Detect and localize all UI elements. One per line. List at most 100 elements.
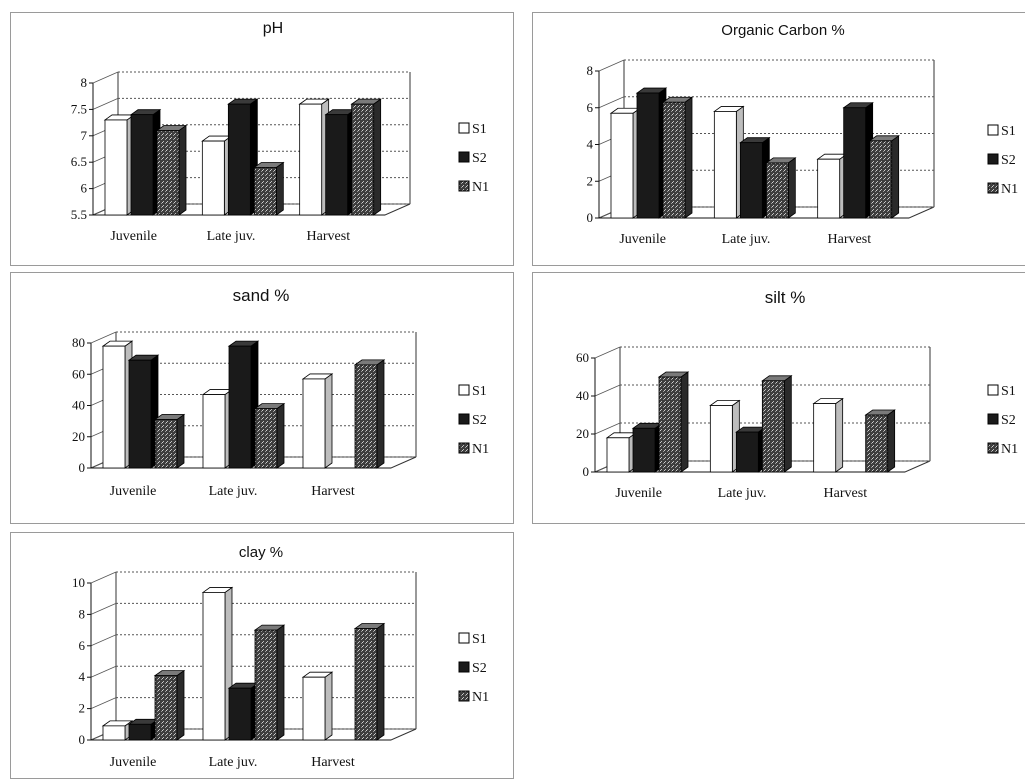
y-tick-label-ph: 7.5 bbox=[71, 101, 87, 116]
x-tick-label-sand-0: Juvenile bbox=[110, 484, 157, 499]
y-tick-label-organic-carbon: 4 bbox=[587, 137, 594, 152]
legend-label-s1: S1 bbox=[472, 384, 487, 399]
bar-organic-carbon-n1-2 bbox=[868, 135, 900, 219]
x-tick-label-organic-carbon-1: Late juv. bbox=[722, 232, 771, 247]
y-tick-label-organic-carbon: 6 bbox=[587, 100, 594, 115]
bar-ph-s2-2 bbox=[324, 108, 356, 216]
legend-swatch-s2 bbox=[458, 413, 470, 425]
bar-organic-carbon-n1-0 bbox=[661, 96, 694, 219]
gridline-side-ph bbox=[92, 71, 119, 84]
bar-sand-n1-2 bbox=[353, 359, 386, 469]
legend-swatch-n1 bbox=[987, 182, 999, 194]
legend-swatch-n1 bbox=[458, 690, 470, 702]
y-tick-label-silt: 40 bbox=[576, 388, 589, 403]
y-tick-label-silt: 60 bbox=[576, 350, 589, 365]
bar-silt-n1-1 bbox=[761, 375, 793, 473]
gridline-side-organic-carbon bbox=[598, 96, 625, 109]
bar-silt-s2-1 bbox=[735, 426, 767, 473]
y-tick-label-organic-carbon: 0 bbox=[587, 210, 594, 225]
x-tick-label-clay-2: Harvest bbox=[311, 755, 355, 770]
bar-sand-s1-2 bbox=[301, 373, 334, 469]
chart-title-ph: pH bbox=[263, 20, 283, 37]
legend-sand: S1 S2 N1 bbox=[458, 384, 489, 457]
bar-ph-s2-0 bbox=[129, 108, 162, 216]
legend-label-s1: S1 bbox=[1001, 124, 1016, 139]
gridline-side-silt bbox=[594, 384, 621, 397]
legend-clay: S1 S2 N1 bbox=[458, 632, 489, 705]
legend-label-s2: S2 bbox=[1001, 413, 1016, 428]
bar-sand-n1-1 bbox=[253, 402, 286, 469]
legend-label-n1: N1 bbox=[472, 690, 489, 705]
bar-organic-carbon-s1-2 bbox=[816, 153, 848, 219]
y-tick-label-sand: 0 bbox=[79, 460, 86, 475]
bar-clay-n1-1 bbox=[253, 624, 286, 741]
y-tick-label-ph: 7 bbox=[81, 128, 88, 143]
bar-ph-s1-0 bbox=[103, 114, 136, 216]
legend-label-n1: N1 bbox=[1001, 182, 1018, 197]
x-tick-label-organic-carbon-0: Juvenile bbox=[619, 232, 666, 247]
bar-sand-s2-0 bbox=[127, 354, 160, 469]
legend-label-n1: N1 bbox=[472, 180, 489, 195]
x-tick-label-ph-2: Harvest bbox=[307, 229, 351, 244]
chart-panel-sand: sand % 0 20 40 60 80 Juvenile Late juv. Harvest S… bbox=[10, 272, 514, 524]
legend-swatch-s1 bbox=[987, 384, 999, 396]
legend-swatch-s2 bbox=[987, 153, 999, 165]
chart-svg-organic-carbon: Organic Carbon % 0 2 4 6 8 Juvenile Late juv. Ha… bbox=[587, 22, 1019, 247]
legend-organic-carbon: S1 S2 N1 bbox=[987, 124, 1018, 197]
y-tick-label-ph: 6 bbox=[81, 181, 88, 196]
y-tick-label-clay: 6 bbox=[79, 638, 86, 653]
bar-clay-n1-0 bbox=[153, 669, 186, 741]
legend-label-n1: N1 bbox=[472, 442, 489, 457]
chart-panel-clay: clay % 0 2 4 6 8 10 Juvenile Late juv. Harvest S1 S… bbox=[10, 532, 514, 779]
x-tick-label-silt-0: Juvenile bbox=[615, 486, 662, 501]
x-tick-label-ph-0: Juvenile bbox=[110, 229, 157, 244]
y-tick-label-sand: 60 bbox=[72, 366, 85, 381]
bar-silt-n1-0 bbox=[657, 371, 690, 473]
legend-swatch-n1 bbox=[458, 442, 470, 454]
chart-panel-silt: silt % 0 20 40 60 Juvenile Late juv. Harvest S1 S… bbox=[532, 272, 1025, 524]
gridline-side-clay bbox=[90, 603, 117, 615]
y-tick-label-organic-carbon: 8 bbox=[587, 63, 594, 78]
legend-swatch-s1 bbox=[458, 632, 470, 644]
y-tick-label-sand: 20 bbox=[72, 429, 85, 444]
bar-ph-s1-1 bbox=[201, 135, 233, 216]
bar-silt-s1-0 bbox=[605, 432, 638, 473]
gridline-side-organic-carbon bbox=[598, 59, 625, 72]
bar-ph-n1-1 bbox=[253, 161, 285, 216]
bar-clay-s1-2 bbox=[301, 671, 334, 741]
x-tick-label-clay-0: Juvenile bbox=[110, 755, 157, 770]
chart-title-clay: clay % bbox=[239, 544, 283, 561]
x-tick-label-sand-1: Late juv. bbox=[209, 484, 258, 499]
y-tick-label-ph: 6.5 bbox=[71, 154, 87, 169]
x-tick-label-organic-carbon-2: Harvest bbox=[828, 232, 872, 247]
bar-sand-s1-1 bbox=[201, 388, 234, 469]
gridline-side-ph bbox=[92, 98, 119, 110]
legend-swatch-s1 bbox=[987, 124, 999, 136]
chart-panel-organic-carbon: Organic Carbon % 0 2 4 6 8 Juvenile Late juv. Ha… bbox=[532, 12, 1025, 266]
y-tick-label-silt: 20 bbox=[576, 426, 589, 441]
bar-silt-n1-2 bbox=[864, 409, 896, 473]
bar-organic-carbon-n1-1 bbox=[765, 157, 797, 219]
x-tick-label-silt-2: Harvest bbox=[824, 486, 868, 501]
chart-panel-ph: pH 5.5 6 6.5 7 7.5 8 Juvenile Late juv. Harvest S1… bbox=[10, 12, 514, 266]
bar-organic-carbon-s2-1 bbox=[739, 136, 771, 219]
bar-organic-carbon-s1-1 bbox=[713, 105, 745, 219]
bar-sand-s2-1 bbox=[227, 340, 260, 469]
bar-clay-n1-2 bbox=[353, 622, 386, 741]
gridline-side-silt bbox=[594, 346, 621, 359]
y-tick-label-ph: 5.5 bbox=[71, 207, 87, 222]
bar-organic-carbon-s2-2 bbox=[842, 101, 874, 219]
bar-clay-s1-0 bbox=[101, 720, 134, 741]
legend-label-s2: S2 bbox=[472, 413, 487, 428]
bar-sand-n1-0 bbox=[153, 413, 186, 469]
x-tick-label-ph-1: Late juv. bbox=[207, 229, 256, 244]
x-tick-label-sand-2: Harvest bbox=[311, 484, 355, 499]
bar-clay-s1-1 bbox=[201, 586, 234, 741]
y-tick-label-silt: 0 bbox=[583, 464, 590, 479]
chart-title-sand: sand % bbox=[233, 286, 290, 305]
y-tick-label-clay: 10 bbox=[72, 575, 85, 590]
legend-ph: S1 S2 N1 bbox=[458, 122, 489, 195]
bar-clay-s2-1 bbox=[227, 682, 260, 741]
chart-title-silt: silt % bbox=[765, 288, 806, 307]
gridline-side-clay bbox=[90, 634, 117, 647]
